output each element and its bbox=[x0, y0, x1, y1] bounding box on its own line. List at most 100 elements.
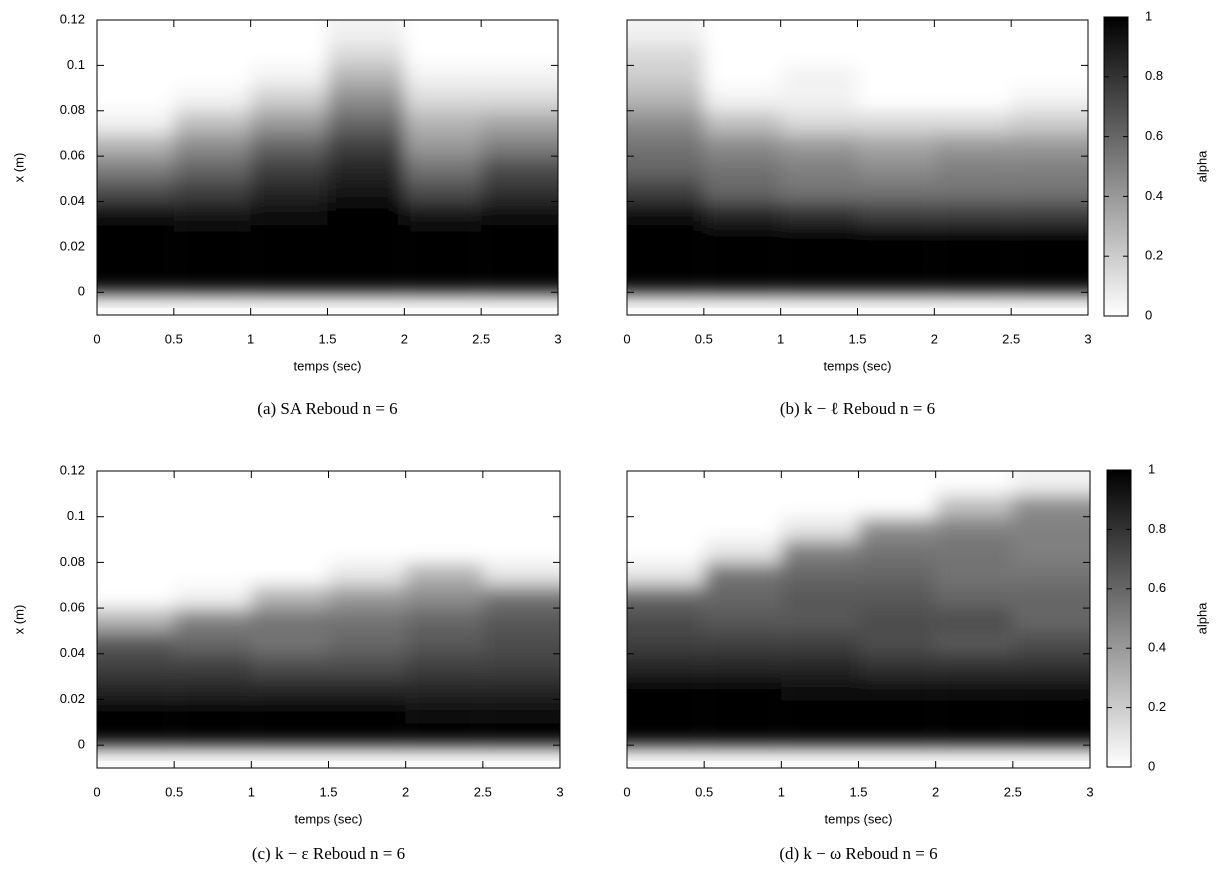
x-tick-label: 0 bbox=[93, 784, 100, 799]
heatmap-cell bbox=[97, 246, 174, 271]
heatmap-cell bbox=[327, 156, 405, 180]
heatmap-cells bbox=[627, 471, 1090, 747]
caption: (b) k − ℓ Reboud n = 6 bbox=[780, 399, 935, 418]
heatmap-cell bbox=[704, 516, 782, 541]
heatmap-cells bbox=[97, 471, 560, 747]
heatmap-cell bbox=[781, 493, 859, 518]
heatmap-cell bbox=[627, 516, 705, 541]
heatmap-cell bbox=[174, 493, 252, 518]
heatmap-cell bbox=[627, 471, 705, 495]
x-tick-label: 1 bbox=[247, 331, 254, 346]
heatmap-cell bbox=[1012, 676, 1090, 701]
heatmap-cell bbox=[327, 20, 405, 44]
heatmap-cell bbox=[250, 178, 328, 203]
heatmap-cell bbox=[482, 608, 560, 632]
heatmap-cell bbox=[174, 676, 252, 701]
heatmap-cell bbox=[935, 471, 1013, 495]
heatmap-cell bbox=[251, 699, 329, 724]
x-tick-label: 2.5 bbox=[472, 331, 490, 346]
heatmap-cell bbox=[251, 562, 329, 587]
heatmap-cell bbox=[405, 562, 483, 587]
heatmap-cell bbox=[703, 269, 781, 294]
heatmap-cell bbox=[482, 699, 560, 724]
colorbar-tick-label: 0.4 bbox=[1148, 640, 1166, 655]
heatmap-cell bbox=[173, 133, 251, 158]
heatmap-cell bbox=[173, 178, 251, 203]
heatmap bbox=[627, 20, 1088, 294]
heatmap-cell bbox=[404, 20, 482, 44]
heatmap-cell bbox=[781, 585, 859, 610]
heatmap-cell bbox=[327, 110, 405, 135]
x-tick-label: 1 bbox=[778, 784, 785, 799]
heatmap-cell bbox=[97, 653, 175, 678]
heatmap-cell bbox=[935, 539, 1013, 564]
heatmap-cell bbox=[251, 585, 329, 610]
heatmap-cell bbox=[481, 133, 558, 158]
heatmap-cell bbox=[328, 608, 406, 632]
heatmap-cell bbox=[97, 608, 175, 632]
x-tick-label: 2 bbox=[401, 331, 408, 346]
heatmap-cell bbox=[703, 224, 781, 248]
heatmap-cell bbox=[328, 516, 406, 541]
heatmap-cell bbox=[327, 65, 405, 90]
x-tick-label: 0.5 bbox=[695, 784, 713, 799]
heatmap-cell bbox=[327, 269, 405, 294]
heatmap-cell bbox=[1011, 65, 1088, 90]
x-tick-label: 1.5 bbox=[849, 784, 867, 799]
heatmap-cell bbox=[703, 65, 781, 90]
heatmap-cell bbox=[405, 471, 483, 495]
heatmap-cell bbox=[1012, 699, 1090, 724]
heatmap-cell bbox=[780, 156, 858, 180]
heatmap-cell bbox=[328, 493, 406, 518]
y-tick-label: 0.04 bbox=[60, 193, 85, 208]
heatmap-cell bbox=[482, 722, 560, 747]
heatmap-cell bbox=[704, 493, 782, 518]
heatmap-cell bbox=[935, 562, 1013, 587]
heatmap-cell bbox=[857, 246, 935, 271]
heatmap-cell bbox=[404, 65, 482, 90]
heatmap-cell bbox=[704, 653, 782, 678]
colorbar-tick-label: 0 bbox=[1145, 307, 1152, 322]
y-tick-label: 0.06 bbox=[60, 600, 85, 615]
colorbar-label: alpha bbox=[1194, 602, 1209, 635]
heatmap-cell bbox=[704, 630, 782, 655]
colorbar-tick-label: 0.8 bbox=[1148, 521, 1166, 536]
heatmap-cell bbox=[934, 178, 1012, 203]
heatmap-cell bbox=[1011, 20, 1088, 44]
heatmap-cell bbox=[251, 516, 329, 541]
heatmap-cell bbox=[627, 201, 704, 226]
colorbar bbox=[1103, 16, 1129, 317]
heatmap-cell bbox=[328, 585, 406, 610]
heatmap-cell bbox=[482, 676, 560, 701]
heatmap-cell bbox=[1012, 539, 1090, 564]
heatmap-cell bbox=[327, 246, 405, 271]
colorbar-tick-label: 0.6 bbox=[1145, 128, 1163, 143]
heatmap-cell bbox=[97, 630, 175, 655]
heatmap-cell bbox=[781, 562, 859, 587]
y-tick-label: 0.06 bbox=[60, 148, 85, 163]
heatmap-cell bbox=[703, 110, 781, 135]
heatmap-cell bbox=[404, 246, 482, 271]
caption: (c) k − ε Reboud n = 6 bbox=[252, 844, 405, 863]
heatmap-cell bbox=[781, 471, 859, 495]
heatmap-cell bbox=[173, 20, 251, 44]
y-tick-label: 0.02 bbox=[60, 691, 85, 706]
heatmap-cell bbox=[934, 201, 1012, 226]
heatmap-cell bbox=[481, 224, 558, 248]
heatmap-cell bbox=[174, 608, 252, 632]
y-tick-label: 0.04 bbox=[60, 645, 85, 660]
heatmap-cell bbox=[481, 20, 558, 44]
heatmap-cell bbox=[251, 653, 329, 678]
heatmap-cell bbox=[935, 630, 1013, 655]
heatmap-cell bbox=[328, 699, 406, 724]
heatmap-cell bbox=[405, 493, 483, 518]
heatmap-cell bbox=[327, 133, 405, 158]
heatmap-cell bbox=[405, 608, 483, 632]
heatmap-cell bbox=[250, 224, 328, 248]
heatmap-cell bbox=[1011, 269, 1088, 294]
heatmap-cell bbox=[250, 110, 328, 135]
heatmap-cell bbox=[627, 156, 704, 180]
heatmap-cell bbox=[481, 246, 558, 271]
heatmap-cell bbox=[934, 88, 1012, 112]
heatmap-cell bbox=[404, 178, 482, 203]
